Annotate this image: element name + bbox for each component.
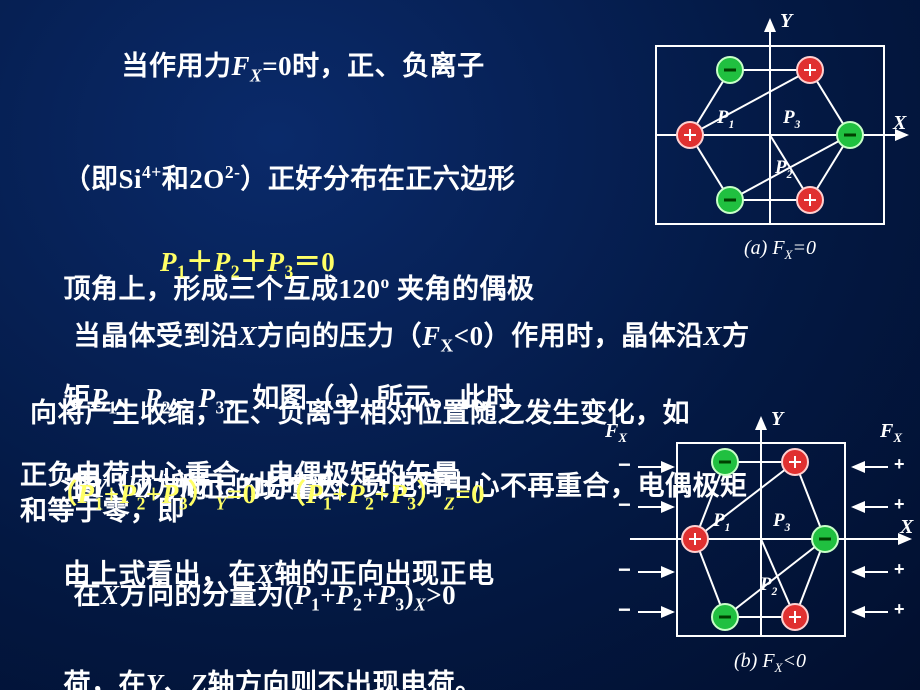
- paragraph-4: 由上式看出，在X轴的正向出现正电 荷，在Y、Z轴方向则不出现电荷。: [20, 520, 620, 690]
- eqy-p1s: 1: [95, 493, 104, 513]
- eq1-p2: P: [214, 247, 231, 277]
- figure-a-p3: P3: [783, 107, 800, 131]
- p4-l2b: 轴方向则不出现电荷。: [208, 669, 483, 690]
- figure-a-p2: P2: [775, 157, 792, 181]
- p2-l1a: 当晶体受到沿: [74, 321, 239, 351]
- eq1-s1: 1: [177, 261, 186, 281]
- figure-b-x-label: X: [900, 516, 913, 539]
- eqz-eq0: =0: [455, 479, 485, 509]
- fb-sign-r2: +: [894, 494, 905, 515]
- p4-yz: Y、Z: [146, 669, 208, 690]
- figure-b-y-label: Y: [771, 408, 783, 431]
- figure-b-fx-left: FX: [605, 420, 627, 446]
- eqz-p3: P: [390, 479, 407, 509]
- figure-b-p1: P1: [713, 510, 730, 534]
- p1-o-sup: 2-: [225, 162, 241, 182]
- eqz-p2s: 2: [365, 493, 374, 513]
- figure-b-svg: [610, 412, 920, 687]
- p2-x2: X: [704, 321, 723, 351]
- fb-sign-r4: +: [894, 599, 905, 620]
- figure-a-svg: [635, 12, 915, 272]
- p1-and: 和: [162, 164, 190, 194]
- fb-sign-r1: +: [894, 454, 905, 475]
- eq1-p3: P: [268, 247, 285, 277]
- figure-a-caption: (a) FX=0: [710, 237, 850, 263]
- eqy-p3: P: [162, 479, 179, 509]
- p4-x: X: [256, 559, 275, 589]
- p2-x1: X: [239, 321, 258, 351]
- eq1-plus2: ＋: [240, 247, 268, 277]
- eqy-open: （: [50, 479, 78, 509]
- p4-l1b: 轴的正向出现正电: [275, 559, 495, 589]
- figure-b-caption: (b) FX<0: [695, 650, 845, 676]
- eqz-p1s: 1: [323, 493, 332, 513]
- figure-a: Y X P1 P3 P2 (a) FX=0: [635, 12, 915, 272]
- fb-sign-l1: −: [618, 452, 631, 478]
- eqz-open: （: [257, 479, 306, 509]
- eqz-plus2: +: [374, 479, 390, 509]
- eqz-p2: P: [348, 479, 365, 509]
- equation-1: P1＋P2＋P3＝0: [160, 244, 335, 284]
- eqy-plus1: +: [104, 479, 120, 509]
- fb-sign-r3: +: [894, 559, 905, 580]
- p1-eq0: =0: [262, 51, 292, 81]
- eq1-p1: P: [160, 247, 177, 277]
- p4-l1a: 由上式看出，在: [64, 559, 257, 589]
- p2-fx-sub: X: [441, 336, 454, 356]
- p1-o: 2O: [189, 164, 225, 194]
- p2-l1c: ）作用时，晶体沿: [484, 321, 704, 351]
- p1-si: Si: [119, 164, 143, 194]
- p1-l1b: 时，正、负离子: [292, 51, 485, 81]
- eqy-p2: P: [120, 479, 137, 509]
- p2-l1d: 方: [722, 321, 750, 351]
- equation-yz: （P1+P2+P3）Y=0 （P1+P2+P3）Z=0: [50, 476, 485, 516]
- eqy-p1: P: [78, 479, 95, 509]
- eqz-p3s: 3: [407, 493, 416, 513]
- figure-b-fx-right: FX: [880, 420, 902, 446]
- eqz-sub: Z: [444, 493, 455, 513]
- figure-a-x-label: X: [893, 112, 906, 135]
- figure-b: Y X FX FX − − − − + + + + P1 P3 P2 (b) F…: [610, 412, 920, 687]
- slide: 当作用力FX=0时，正、负离子 （即Si4+和2O2-）正好分布在正六边形 顶角…: [0, 0, 920, 690]
- p2-lt0: <0: [454, 321, 484, 351]
- fb-sign-l4: −: [618, 597, 631, 623]
- p1-fx: F: [232, 51, 251, 81]
- p1-fx-sub: X: [250, 66, 262, 86]
- eq1-s2: 2: [231, 261, 240, 281]
- p2-fx: F: [422, 321, 441, 351]
- p1-l2b: ）正好分布在正六边形: [240, 164, 515, 194]
- figure-b-p2: P2: [760, 574, 777, 598]
- p1-l1: 当作用力: [64, 51, 232, 81]
- eqz-p1: P: [306, 479, 323, 509]
- eqy-p3s: 3: [179, 493, 188, 513]
- eq1-plus1: ＋: [186, 247, 214, 277]
- p1-si-sup: 4+: [142, 162, 162, 182]
- eq1-eq: ＝0: [294, 247, 336, 277]
- eqy-plus2: +: [146, 479, 162, 509]
- eqz-close: ）: [417, 479, 445, 509]
- figure-a-y-label: Y: [780, 10, 792, 33]
- figure-a-p1: P1: [717, 107, 734, 131]
- eq1-s3: 3: [285, 261, 294, 281]
- eqy-p2s: 2: [137, 493, 146, 513]
- fb-sign-l2: −: [618, 492, 631, 518]
- eqy-eq0: =0: [227, 479, 257, 509]
- p2-l1b: 方向的压力（: [257, 321, 422, 351]
- p4-l2a: 荷，在: [64, 669, 147, 690]
- fb-sign-l3: −: [618, 557, 631, 583]
- eqz-plus1: +: [332, 479, 348, 509]
- eqy-sub: Y: [216, 493, 227, 513]
- p1-l2a: （即: [64, 164, 119, 194]
- figure-b-p3: P3: [773, 510, 790, 534]
- eqy-close: ）: [188, 479, 216, 509]
